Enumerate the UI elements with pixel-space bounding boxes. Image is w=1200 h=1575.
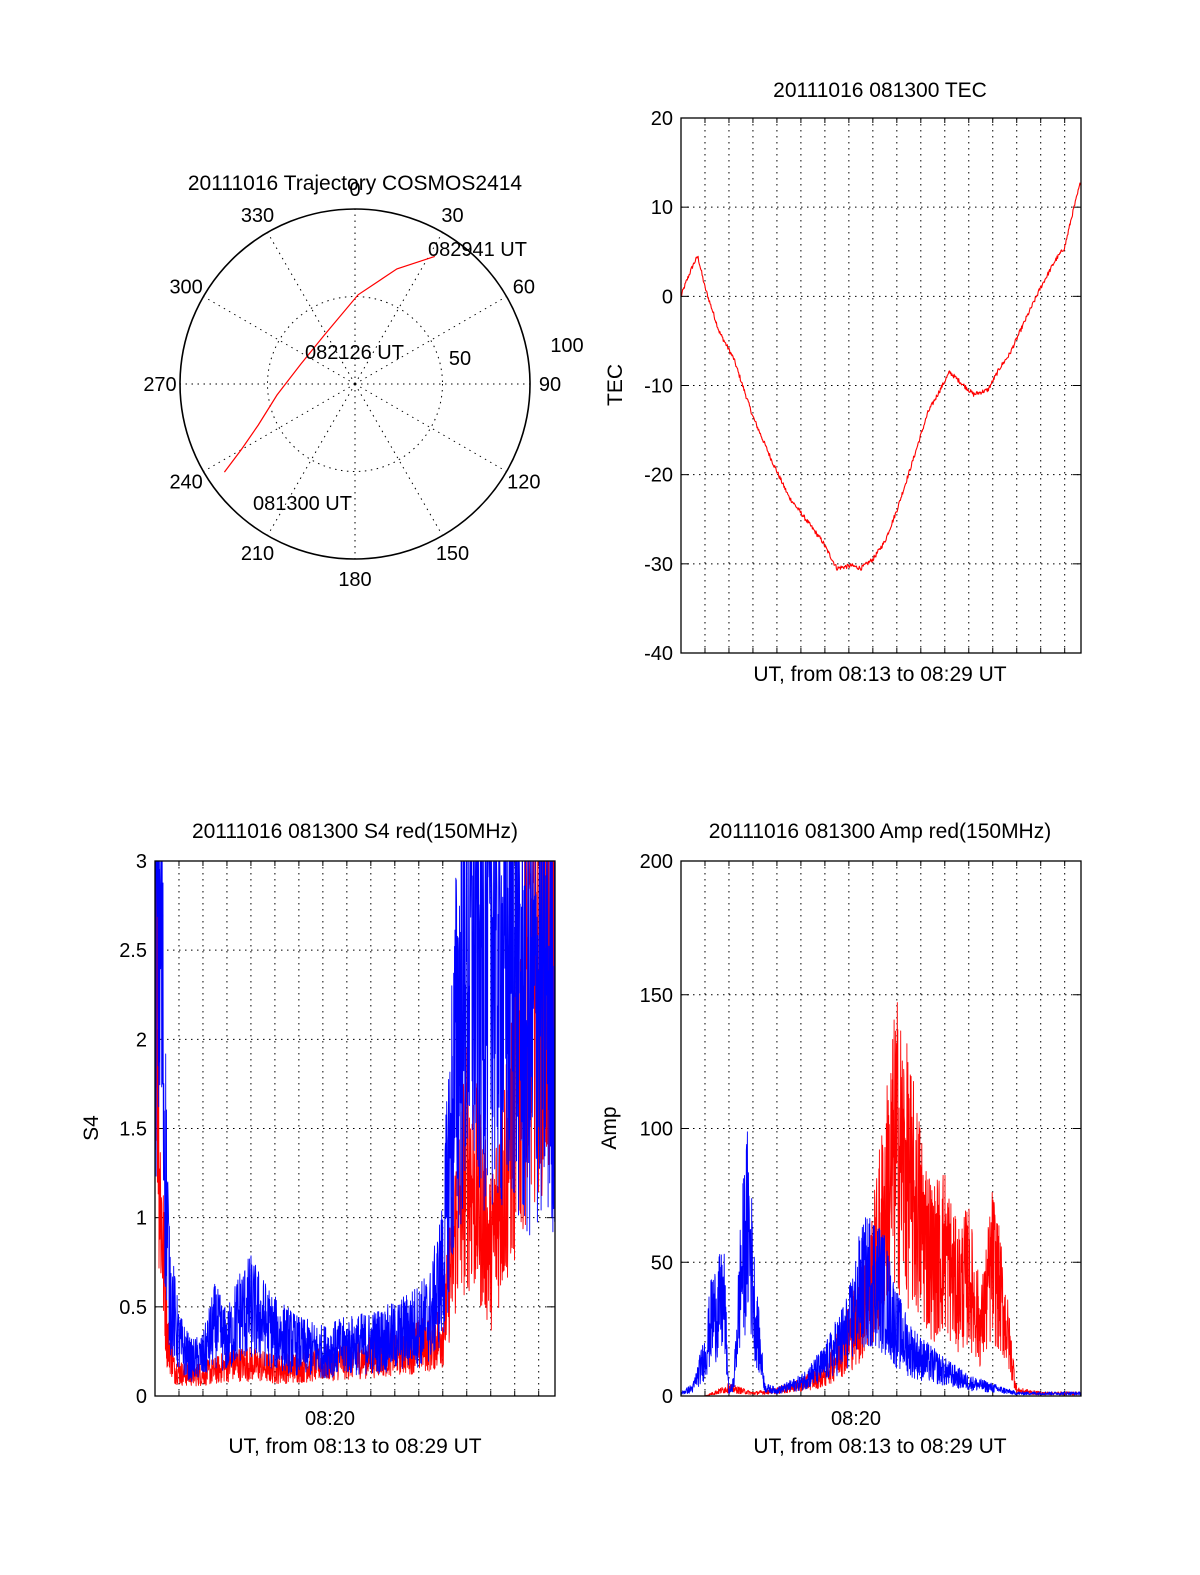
polar-spoke-300 [203, 296, 356, 385]
s4-xlabel: UT, from 08:13 to 08:29 UT [228, 1435, 481, 1458]
azimuth-label-330: 330 [241, 205, 274, 227]
annotation-start-time: 081300 UT [253, 493, 352, 515]
s4-panel: 20111016 081300 S4 red(150MHz) 3 2.5 2 1.5 1… [80, 820, 556, 1458]
azimuth-label-60: 60 [513, 277, 535, 299]
tec-plot-frame [680, 117, 1082, 654]
azimuth-label-180: 180 [338, 569, 371, 591]
amp-panel: 20111016 081300 Amp red(150MHz) 200 150 10… [598, 820, 1082, 1458]
amp-xtick-0820: 08:20 [831, 1408, 881, 1430]
trajectory-title: 20111016 Trajectory COSMOS2414 [188, 172, 523, 195]
tec-grid [681, 118, 1081, 653]
s4-lines [154, 860, 556, 1387]
radial-label-50: 50 [449, 348, 471, 370]
amp-ylabel: Amp [598, 1106, 621, 1149]
azimuth-label-300: 300 [169, 277, 202, 299]
polar-outer-circle [179, 208, 531, 560]
polar-ring-50 [267, 296, 443, 472]
amp-ytick-label: 50 [651, 1252, 673, 1274]
amp-xlabel: UT, from 08:13 to 08:29 UT [753, 1435, 1006, 1458]
tec-panel: 20111016 081300 TEC 20 10 0 -10 -20 -30 -40 UT… [604, 79, 1082, 686]
azimuth-label-150: 150 [436, 543, 469, 565]
s4-ytick-label: 0.5 [119, 1297, 147, 1319]
s4-ytick-label: 3 [136, 851, 147, 873]
s4-plot-frame [154, 860, 556, 1397]
azimuth-label-240: 240 [169, 472, 202, 494]
s4-ytick-label: 1.5 [119, 1119, 147, 1141]
polar-grid [180, 209, 530, 559]
amp-plot-frame [680, 860, 1082, 1397]
amp-ytick-label: 100 [640, 1119, 673, 1141]
s4-ytick-label: 1 [136, 1208, 147, 1230]
tec-ytick-label: -40 [644, 643, 673, 665]
tec-lines [681, 182, 1082, 571]
radial-label-100: 100 [550, 335, 583, 357]
azimuth-label-0: 0 [349, 179, 360, 201]
s4-y-ticks: 3 2.5 2 1.5 1 0.5 0 [119, 851, 555, 1408]
amp-ytick-label: 200 [640, 851, 673, 873]
tec-y-ticks: 20 10 0 -10 -20 -30 -40 [644, 108, 1081, 665]
amp-y-ticks: 200 150 100 50 0 [640, 851, 1081, 1408]
amp-series-blue [680, 1131, 1082, 1396]
azimuth-label-120: 120 [507, 472, 540, 494]
tec-title: 20111016 081300 TEC [773, 79, 987, 102]
azimuth-label-90: 90 [539, 374, 561, 396]
annotation-mid-time: 082126 UT [305, 342, 404, 364]
azimuth-label-270: 270 [143, 374, 176, 396]
s4-title: 20111016 081300 S4 red(150MHz) [192, 820, 518, 843]
tec-ytick-label: 10 [651, 197, 673, 219]
amp-lines [680, 1002, 1082, 1397]
amp-series-red [680, 1002, 1082, 1397]
amp-title: 20111016 081300 Amp red(150MHz) [709, 820, 1051, 843]
tec-series-red [681, 182, 1082, 571]
tec-ylabel: TEC [604, 364, 627, 406]
s4-series-blue [154, 860, 556, 1382]
azimuth-label-210: 210 [241, 543, 274, 565]
s4-ytick-label: 2.5 [119, 940, 147, 962]
tec-xlabel: UT, from 08:13 to 08:29 UT [753, 663, 1006, 686]
s4-xtick-0820: 08:20 [305, 1408, 355, 1430]
s4-ytick-label: 2 [136, 1029, 147, 1051]
tec-ytick-label: -20 [644, 465, 673, 487]
amp-ytick-label: 150 [640, 985, 673, 1007]
amp-ytick-label: 0 [662, 1386, 673, 1408]
annotation-end-time: 082941 UT [428, 239, 527, 261]
tec-ytick-label: -30 [644, 554, 673, 576]
tec-ytick-label: 20 [651, 108, 673, 130]
s4-ylabel: S4 [80, 1115, 103, 1141]
tec-ytick-label: -10 [644, 376, 673, 398]
azimuth-labels: 0 30 60 90 120 150 180 210 240 270 300 330 [143, 179, 561, 591]
polar-spoke-120 [354, 383, 507, 472]
polar-spoke-60 [354, 296, 507, 385]
trajectory-polar-plot: 20111016 Trajectory COSMOS2414 0 30 60 90 12… [143, 172, 583, 591]
azimuth-label-30: 30 [441, 205, 463, 227]
trajectory-line [223, 255, 435, 473]
s4-ytick-label: 0 [136, 1386, 147, 1408]
tec-ytick-label: 0 [662, 286, 673, 308]
